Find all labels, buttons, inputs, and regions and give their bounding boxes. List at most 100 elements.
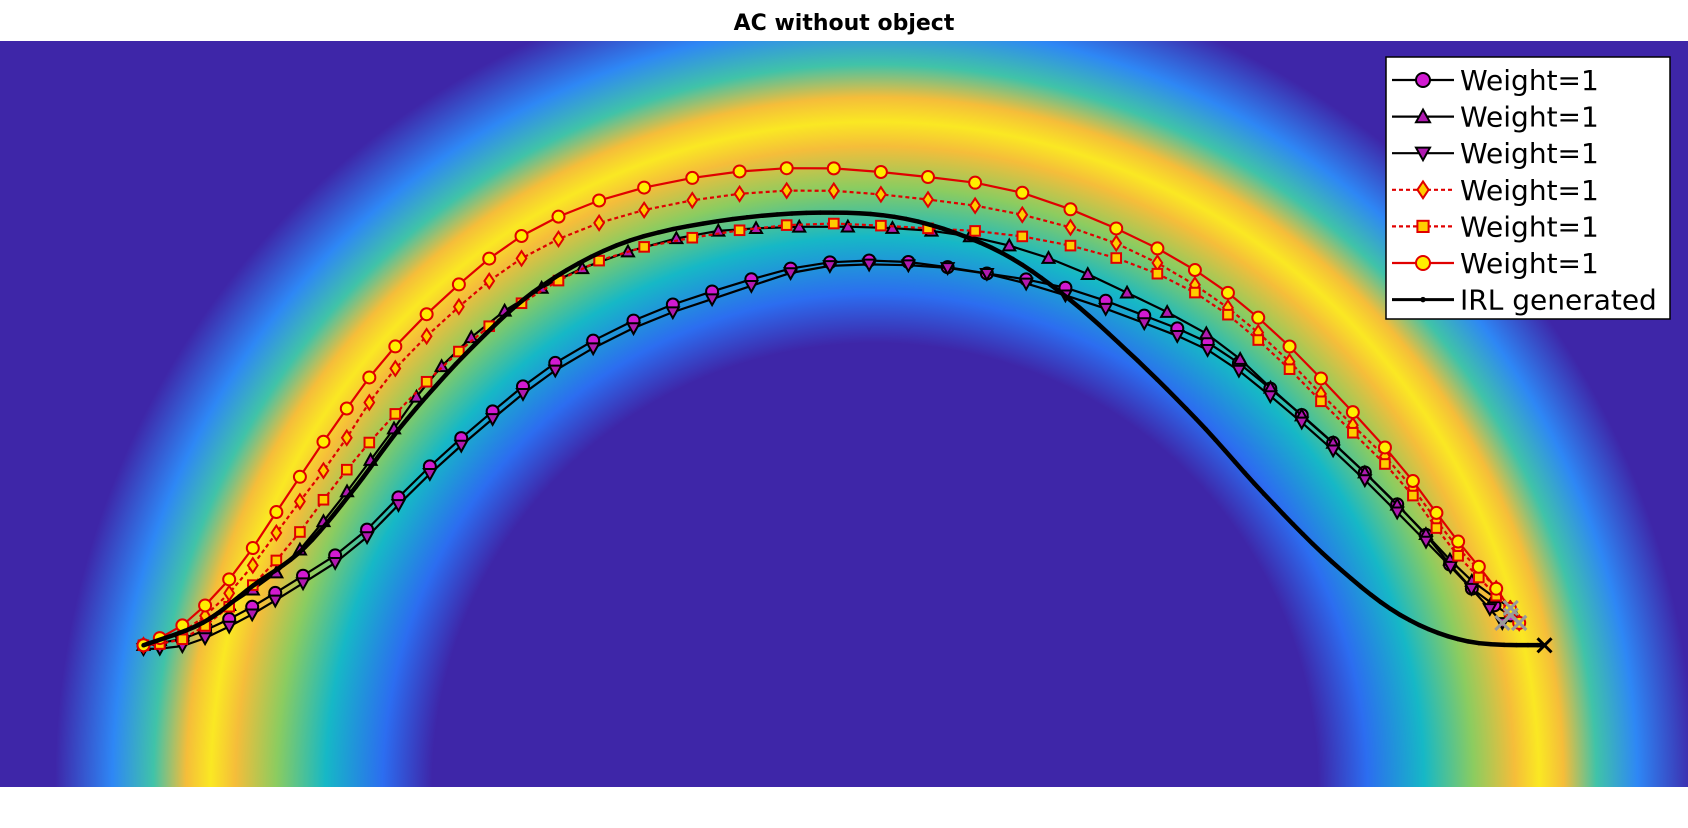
data-point	[1349, 576, 1354, 582]
data-point	[317, 461, 330, 480]
data-point	[230, 599, 235, 605]
data-point	[1135, 358, 1140, 363]
data-point	[182, 628, 188, 634]
data-point	[453, 345, 465, 358]
data-point	[246, 556, 259, 575]
data-point	[514, 229, 529, 244]
data-point	[1282, 339, 1297, 354]
data-point	[423, 395, 428, 400]
data-point	[1164, 386, 1170, 392]
data-point	[1525, 642, 1531, 648]
data-point	[1471, 559, 1486, 574]
data-point	[1222, 448, 1228, 453]
data-point	[1407, 618, 1412, 623]
data-point	[625, 322, 642, 337]
data-point	[856, 211, 861, 216]
legend-marker	[1416, 219, 1430, 234]
data-point	[1347, 426, 1359, 439]
data-point	[827, 217, 840, 230]
endpoint-x-marker	[1494, 614, 1511, 631]
data-point	[1106, 331, 1111, 336]
data-point	[245, 541, 260, 556]
data-point	[200, 620, 206, 625]
data-point	[1514, 642, 1519, 648]
data-point	[553, 275, 558, 280]
legend-entry: Weight=1	[1392, 101, 1599, 134]
data-point	[827, 181, 840, 200]
data-point	[388, 339, 403, 354]
data-point	[198, 598, 213, 613]
data-point	[928, 222, 933, 228]
legend-label: Weight=1	[1460, 101, 1599, 134]
data-point	[293, 492, 306, 511]
data-point	[1489, 581, 1504, 596]
data-point	[585, 342, 601, 357]
data-point	[1203, 427, 1208, 432]
data-point	[1000, 250, 1005, 256]
data-point	[340, 428, 353, 447]
legend-entry: Weight=1	[1392, 210, 1599, 243]
data-point	[414, 406, 419, 411]
data-point	[916, 219, 921, 224]
data-point	[965, 235, 971, 240]
data-point	[1283, 363, 1296, 375]
legend-box	[1385, 56, 1671, 320]
data-point	[1261, 491, 1267, 497]
legend-entry: Weight=1	[1392, 137, 1599, 170]
data-point	[588, 254, 594, 260]
legend-label: Weight=1	[1460, 174, 1599, 207]
data-point	[1232, 459, 1238, 464]
data-point	[176, 633, 189, 646]
data-point	[192, 624, 197, 630]
data-point	[732, 164, 747, 179]
data-point	[208, 615, 213, 621]
data-point	[670, 226, 676, 232]
data-point	[704, 293, 720, 308]
data-point	[1125, 349, 1131, 354]
data-point	[1325, 444, 1341, 459]
data-point	[637, 180, 652, 195]
data-point	[774, 212, 780, 217]
legend-label: Weight=1	[1460, 64, 1599, 97]
data-point	[953, 230, 958, 236]
data-point	[381, 446, 387, 452]
data-point	[641, 234, 647, 239]
data-point	[1064, 239, 1077, 252]
data-point	[1080, 266, 1096, 280]
data-point	[1199, 344, 1216, 358]
data-point	[1184, 406, 1189, 412]
data-point	[405, 416, 410, 422]
data-point	[363, 436, 376, 449]
data-point	[492, 323, 497, 328]
chart-title: AC without object	[734, 11, 955, 36]
data-point	[1501, 642, 1507, 648]
data-point	[1291, 522, 1296, 527]
data-point	[388, 436, 394, 442]
data-point	[900, 259, 917, 274]
data-point	[1339, 568, 1344, 573]
data-point	[1016, 230, 1029, 243]
data-point	[327, 557, 343, 571]
data-point	[374, 456, 380, 461]
data-point	[1067, 297, 1072, 302]
data-point	[1445, 634, 1451, 639]
data-point	[1281, 512, 1286, 517]
data-point	[592, 193, 607, 208]
data-point	[482, 332, 488, 337]
legend-label: Weight=1	[1460, 137, 1599, 170]
data-point	[269, 505, 284, 520]
data-point	[780, 219, 793, 231]
data-point	[892, 214, 897, 219]
legend-marker	[1420, 296, 1426, 303]
data-point	[686, 231, 699, 244]
endpoint-markers	[1494, 599, 1553, 654]
data-point	[564, 267, 570, 273]
data-point	[515, 388, 531, 402]
data-point	[1262, 390, 1279, 405]
legend-marker	[1414, 107, 1432, 124]
data-point	[1150, 241, 1165, 256]
data-point	[593, 254, 605, 267]
data-point	[339, 401, 354, 416]
data-point	[1294, 416, 1310, 431]
data-point	[1063, 202, 1078, 217]
